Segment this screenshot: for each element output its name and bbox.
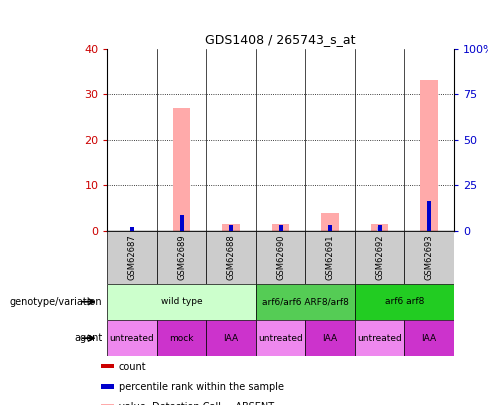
Text: arf6/arf6 ARF8/arf8: arf6/arf6 ARF8/arf8 — [262, 297, 349, 306]
Bar — [405, 231, 454, 284]
Text: agent: agent — [74, 333, 102, 343]
Bar — [206, 320, 256, 356]
Bar — [101, 364, 114, 369]
Bar — [107, 320, 157, 356]
Bar — [173, 108, 190, 231]
Bar — [223, 224, 240, 231]
Text: IAA: IAA — [323, 334, 338, 343]
Text: IAA: IAA — [224, 334, 239, 343]
Bar — [256, 320, 305, 356]
Bar — [305, 231, 355, 284]
Text: untreated: untreated — [357, 334, 402, 343]
Text: arf6 arf8: arf6 arf8 — [385, 297, 424, 306]
Bar — [256, 284, 355, 320]
Text: GSM62688: GSM62688 — [226, 234, 236, 280]
Text: GSM62693: GSM62693 — [425, 234, 434, 280]
Text: GSM62691: GSM62691 — [325, 234, 335, 280]
Bar — [378, 225, 382, 231]
Title: GDS1408 / 265743_s_at: GDS1408 / 265743_s_at — [205, 33, 356, 46]
Bar — [206, 231, 256, 284]
Text: percentile rank within the sample: percentile rank within the sample — [119, 382, 284, 392]
Bar — [107, 284, 256, 320]
Bar — [305, 320, 355, 356]
Bar — [371, 224, 388, 231]
Bar — [180, 215, 183, 231]
Bar — [377, 227, 382, 231]
Text: count: count — [119, 362, 146, 371]
Bar — [322, 213, 339, 231]
Bar — [101, 404, 114, 405]
Text: GSM62687: GSM62687 — [127, 234, 137, 280]
Text: mock: mock — [169, 334, 194, 343]
Bar — [229, 225, 233, 231]
Text: untreated: untreated — [258, 334, 303, 343]
Bar — [272, 224, 289, 231]
Text: GSM62689: GSM62689 — [177, 234, 186, 280]
Bar — [279, 225, 283, 231]
Bar — [328, 225, 332, 231]
Text: wild type: wild type — [161, 297, 203, 306]
Bar — [405, 320, 454, 356]
Bar — [355, 284, 454, 320]
Bar — [421, 81, 438, 231]
Text: genotype/variation: genotype/variation — [10, 297, 102, 307]
Bar — [107, 231, 157, 284]
Bar — [157, 320, 206, 356]
Text: GSM62690: GSM62690 — [276, 234, 285, 280]
Text: GSM62692: GSM62692 — [375, 234, 384, 280]
Bar — [157, 231, 206, 284]
Text: IAA: IAA — [422, 334, 437, 343]
Bar — [130, 227, 135, 231]
Bar — [256, 231, 305, 284]
Bar — [101, 384, 114, 389]
Text: value, Detection Call = ABSENT: value, Detection Call = ABSENT — [119, 402, 274, 405]
Bar — [427, 201, 431, 231]
Text: untreated: untreated — [110, 334, 155, 343]
Bar — [130, 227, 134, 231]
Bar — [355, 320, 405, 356]
Bar — [355, 231, 405, 284]
